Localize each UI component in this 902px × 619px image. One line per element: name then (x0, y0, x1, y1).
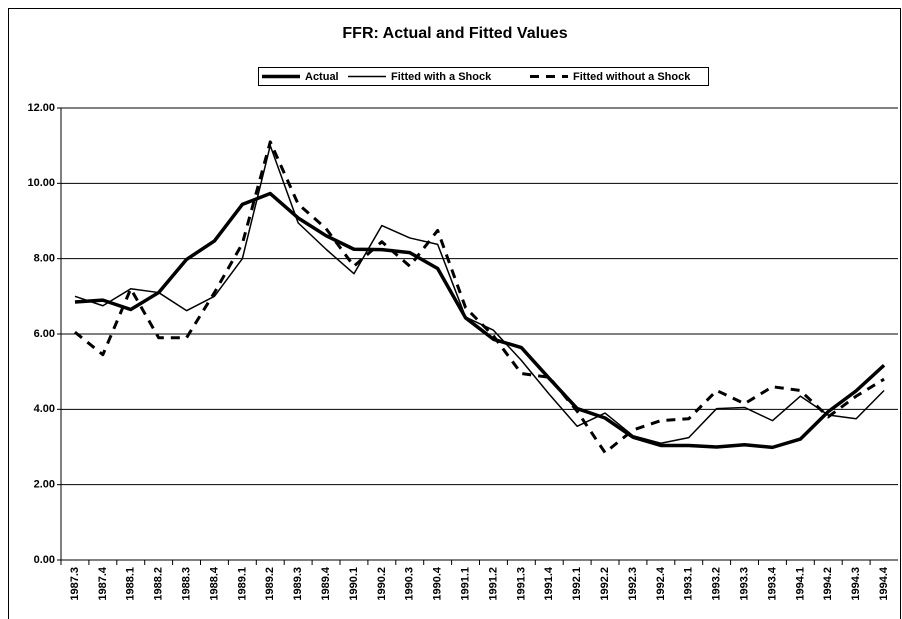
y-tick-label: 10.00 (27, 177, 55, 189)
y-tick-label: 2.00 (34, 479, 55, 491)
legend-label: Fitted without a Shock (573, 71, 691, 83)
x-tick-label: 1990.4 (432, 566, 444, 601)
chart-border (8, 8, 901, 619)
legend-label: Actual (305, 71, 339, 83)
y-tick-label: 4.00 (34, 403, 55, 415)
x-tick-label: 1993.1 (683, 567, 695, 601)
x-tick-label: 1994.1 (794, 567, 806, 601)
x-tick-label: 1990.2 (376, 567, 388, 601)
x-tick-label: 1991.3 (515, 567, 527, 601)
series-line (74, 140, 885, 455)
x-tick-label: 1989.4 (320, 566, 332, 601)
x-tick-label: 1991.4 (543, 566, 555, 601)
x-tick-label: 1987.3 (69, 567, 81, 601)
x-tick-label: 1989.1 (236, 567, 248, 601)
legend-label: Fitted with a Shock (391, 71, 492, 83)
x-tick-label: 1991.2 (487, 567, 499, 601)
y-tick-label: 6.00 (34, 328, 55, 340)
x-tick-label: 1994.2 (822, 567, 834, 601)
chart-title: FFR: Actual and Fitted Values (342, 25, 567, 42)
x-tick-label: 1994.4 (878, 566, 890, 601)
x-tick-label: 1993.2 (711, 567, 723, 601)
x-tick-label: 1992.2 (599, 567, 611, 601)
x-tick-label: 1992.4 (655, 566, 667, 601)
x-tick-label: 1988.1 (125, 567, 137, 601)
x-tick-label: 1989.2 (264, 567, 276, 601)
x-tick-label: 1988.2 (153, 567, 165, 601)
x-tick-label: 1987.4 (97, 566, 109, 601)
x-tick-label: 1992.3 (627, 567, 639, 601)
y-tick-label: 0.00 (34, 554, 55, 566)
series-line (74, 191, 886, 450)
y-tick-label: 12.00 (27, 102, 55, 114)
y-tick-label: 8.00 (34, 253, 55, 265)
x-tick-label: 1989.3 (292, 567, 304, 601)
x-tick-label: 1988.4 (208, 566, 220, 601)
x-tick-label: 1994.3 (850, 567, 862, 601)
series-line (74, 144, 885, 444)
legend-box (258, 67, 709, 86)
x-tick-label: 1993.3 (738, 567, 750, 601)
x-tick-label: 1991.1 (459, 567, 471, 601)
x-tick-label: 1988.3 (180, 567, 192, 601)
x-tick-label: 1990.3 (404, 567, 416, 601)
x-tick-label: 1993.4 (766, 566, 778, 601)
x-tick-label: 1990.1 (348, 567, 360, 601)
x-tick-label: 1992.1 (571, 567, 583, 601)
